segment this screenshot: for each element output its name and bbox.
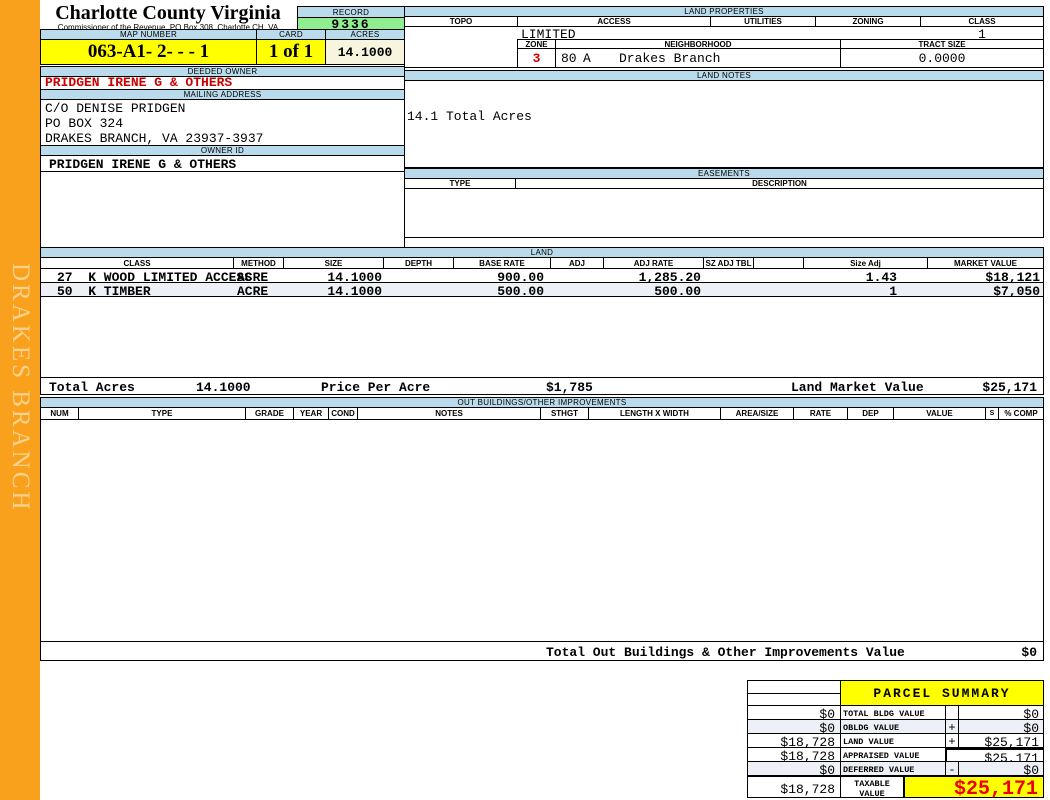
ps-label: APPRAISED VALUE xyxy=(840,747,946,762)
mailing-address-line: DRAKES BRANCH, VA 23937-3937 xyxy=(45,131,264,146)
land-market-value: $18,121 xyxy=(985,270,1040,285)
utilities-label: UTILITIES xyxy=(710,16,816,27)
ps-left-value: $18,728 xyxy=(747,747,841,764)
land-base-rate: 900.00 xyxy=(497,270,544,285)
land-table-empty-area xyxy=(40,296,1044,378)
ps-taxable-label-line: VALUE xyxy=(859,789,885,799)
land-adj-rate: 1,285.20 xyxy=(638,270,701,285)
ps-sign xyxy=(945,705,959,720)
ps-label: TOTAL BLDG VALUE xyxy=(840,705,946,720)
out-buildings-total-row: Total Out Buildings & Other Improvements… xyxy=(40,641,1044,661)
land-size: 14.1000 xyxy=(327,284,382,299)
neighborhood-name: Drakes Branch xyxy=(619,51,721,66)
county-title: Charlotte County Virginia xyxy=(55,2,281,24)
ps-sign: + xyxy=(945,719,959,735)
class-label: CLASS xyxy=(920,16,1044,27)
ps-right-value: $25,171 xyxy=(945,747,1044,766)
ob-col-pct-comp: % COMP xyxy=(998,407,1044,420)
mailing-address-block: C/O DENISE PRIDGEN PO BOX 324 DRAKES BRA… xyxy=(40,99,405,146)
access-value: LIMITED xyxy=(521,27,576,42)
land-table-row: 50 K TIMBER ACRE 14.1000 500.00 500.00 1… xyxy=(40,282,1044,299)
ps-left-value: $0 xyxy=(747,761,841,778)
district-sidebar: DRAKES BRANCH xyxy=(0,0,40,800)
owner-id-value: PRIDGEN IRENE G & OTHERS xyxy=(40,155,405,172)
ps-taxable-value: $25,171 xyxy=(903,775,1044,800)
land-class: 27 K WOOD LIMITED ACCESS xyxy=(57,270,253,285)
land-size-adj: 1.43 xyxy=(865,270,897,285)
land-market-value-total: $25,171 xyxy=(982,380,1037,395)
land-method: ACRE xyxy=(237,284,269,299)
access-label: ACCESS xyxy=(517,16,711,27)
ps-right-value: $0 xyxy=(958,761,1044,778)
ps-sign: - xyxy=(945,761,959,777)
easements-box xyxy=(404,188,1044,238)
acres-value: 14.1000 xyxy=(325,39,405,65)
parcel-summary-title: PARCEL SUMMARY xyxy=(840,680,1044,706)
ps-left-value: $0 xyxy=(747,705,841,722)
class-value: 1 xyxy=(978,27,986,42)
total-acres-value: 14.1000 xyxy=(196,380,251,395)
ob-total-value: $0 xyxy=(1021,645,1037,660)
land-base-rate: 500.00 xyxy=(497,284,544,299)
ps-label: LAND VALUE xyxy=(840,733,946,748)
ps-left-value: $0 xyxy=(747,719,841,736)
mailing-address-line: PO BOX 324 xyxy=(45,116,124,131)
topo-label: TOPO xyxy=(404,16,518,27)
land-totals-row: Total Acres 14.1000 Price Per Acre $1,78… xyxy=(40,377,1044,395)
land-class: 50 K TIMBER xyxy=(57,284,151,299)
land-size-adj: 1 xyxy=(889,284,897,299)
ps-label: DEFERRED VALUE xyxy=(840,761,946,776)
ps-taxable-left-value: $18,728 xyxy=(747,775,841,798)
tract-size-value: 0.0000 xyxy=(840,48,1044,68)
total-acres-label: Total Acres xyxy=(49,380,135,395)
card-value: 1 of 1 xyxy=(256,39,326,65)
commissioner-line: Commissioner of the Revenue, PO Box 308,… xyxy=(57,23,279,32)
deeded-owner-value: PRIDGEN IRENE G & OTHERS xyxy=(40,76,405,90)
mailing-address-line: C/O DENISE PRIDGEN xyxy=(45,101,186,116)
land-method: ACRE xyxy=(237,270,269,285)
district-vertical-label: DRAKES BRANCH xyxy=(7,263,34,513)
land-adj-rate: 500.00 xyxy=(654,284,701,299)
map-number-value: 063-A1- 2- - - 1 xyxy=(40,39,257,65)
ob-total-label: Total Out Buildings & Other Improvements… xyxy=(546,645,905,660)
land-size: 14.1000 xyxy=(327,270,382,285)
owner-panel-empty-area xyxy=(40,171,405,248)
land-table-row: 27 K WOOD LIMITED ACCESS ACRE 14.1000 90… xyxy=(40,268,1044,285)
ps-left-value: $18,728 xyxy=(747,733,841,750)
ps-right-value: $0 xyxy=(958,719,1044,736)
land-market-value: $7,050 xyxy=(993,284,1040,299)
ps-taxable-label-line: TAXABLE xyxy=(854,779,890,789)
land-note-text: 14.1 Total Acres xyxy=(407,109,532,124)
neighborhood-letter: A xyxy=(583,51,591,66)
ps-right-value: $25,171 xyxy=(958,733,1044,750)
out-buildings-empty-body xyxy=(40,419,1044,642)
land-notes-box: 14.1 Total Acres xyxy=(404,80,1044,168)
price-per-acre-value: $1,785 xyxy=(546,380,593,395)
zone-value: 3 xyxy=(517,48,556,68)
parcel-summary-empty-cell xyxy=(747,680,841,694)
neighborhood-code: 80 xyxy=(561,51,577,66)
county-header: Charlotte County Virginia Commissioner o… xyxy=(40,2,296,32)
land-market-value-label: Land Market Value xyxy=(791,380,924,395)
ps-right-value: $0 xyxy=(958,705,1044,722)
price-per-acre-label: Price Per Acre xyxy=(321,380,431,395)
zoning-label: ZONING xyxy=(815,16,921,27)
ps-label: OBLDG VALUE xyxy=(840,719,946,734)
ps-sign: + xyxy=(945,733,959,749)
ps-taxable-label: TAXABLE VALUE xyxy=(840,775,904,799)
